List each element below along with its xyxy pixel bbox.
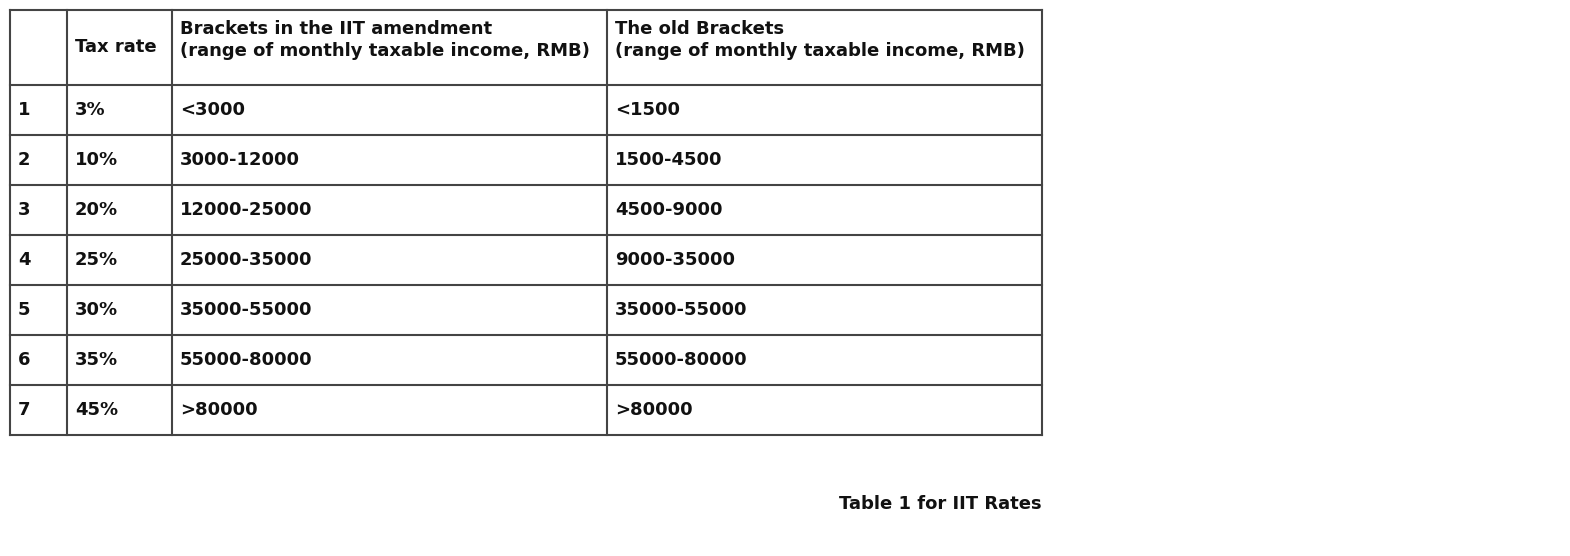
Text: Tax rate: Tax rate [75,38,157,57]
Text: 9000-35000: 9000-35000 [615,251,735,269]
Text: 4500-9000: 4500-9000 [615,201,722,219]
Text: (range of monthly taxable income, RMB): (range of monthly taxable income, RMB) [615,42,1025,61]
Text: 55000-80000: 55000-80000 [615,351,747,369]
Text: Table 1 for IIT Rates: Table 1 for IIT Rates [840,495,1042,513]
Text: 35%: 35% [75,351,118,369]
Text: <3000: <3000 [181,101,245,119]
Text: 20%: 20% [75,201,118,219]
Text: 35000-55000: 35000-55000 [615,301,747,319]
Text: 3%: 3% [75,101,105,119]
Text: 3: 3 [17,201,30,219]
Text: 35000-55000: 35000-55000 [181,301,312,319]
Text: 10%: 10% [75,151,118,169]
Text: >80000: >80000 [181,401,257,419]
Text: 2: 2 [17,151,30,169]
Text: <1500: <1500 [615,101,680,119]
Text: 1: 1 [17,101,30,119]
Text: 5: 5 [17,301,30,319]
Text: 25%: 25% [75,251,118,269]
Text: 3000-12000: 3000-12000 [181,151,300,169]
Text: 55000-80000: 55000-80000 [181,351,312,369]
Text: The old Brackets: The old Brackets [615,20,783,38]
Text: 1500-4500: 1500-4500 [615,151,722,169]
Text: >80000: >80000 [615,401,692,419]
Text: Brackets in the IIT amendment: Brackets in the IIT amendment [181,20,491,38]
Text: (range of monthly taxable income, RMB): (range of monthly taxable income, RMB) [181,42,590,61]
Text: 12000-25000: 12000-25000 [181,201,312,219]
Text: 7: 7 [17,401,30,419]
Text: 4: 4 [17,251,30,269]
Text: 45%: 45% [75,401,118,419]
Text: 30%: 30% [75,301,118,319]
Text: 25000-35000: 25000-35000 [181,251,312,269]
Text: 6: 6 [17,351,30,369]
